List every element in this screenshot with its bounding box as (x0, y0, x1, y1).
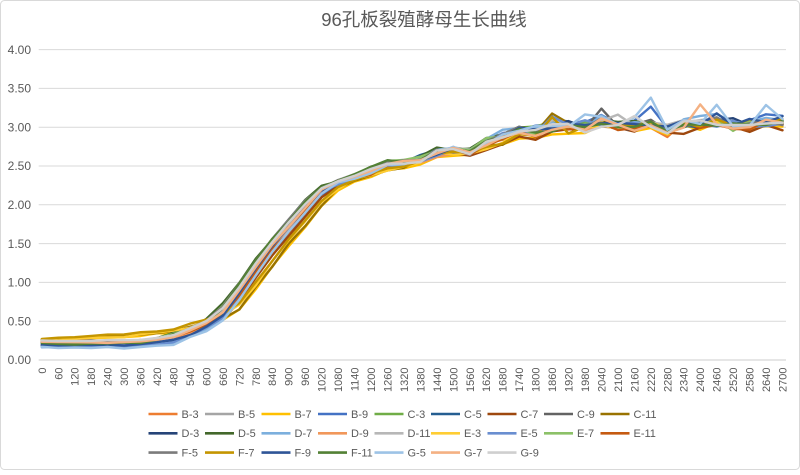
svg-text:C-7: C-7 (521, 409, 539, 421)
svg-text:D-7: D-7 (295, 428, 313, 440)
svg-text:E-7: E-7 (577, 428, 594, 440)
svg-text:2400: 2400 (695, 368, 707, 392)
svg-text:1080: 1080 (333, 368, 345, 392)
svg-text:1860: 1860 (547, 368, 559, 392)
svg-text:420: 420 (152, 368, 164, 386)
svg-text:2220: 2220 (646, 368, 658, 392)
svg-text:G-5: G-5 (408, 448, 426, 460)
svg-text:B-3: B-3 (182, 409, 199, 421)
svg-text:C-9: C-9 (577, 409, 595, 421)
svg-text:F-5: F-5 (182, 448, 199, 460)
svg-text:780: 780 (251, 368, 263, 386)
svg-text:1920: 1920 (564, 368, 576, 392)
svg-text:1800: 1800 (531, 368, 543, 392)
svg-text:840: 840 (267, 368, 279, 386)
svg-text:180: 180 (86, 368, 98, 386)
svg-text:2160: 2160 (629, 368, 641, 392)
svg-text:C-11: C-11 (634, 409, 657, 421)
svg-text:E-11: E-11 (634, 428, 656, 440)
svg-text:300: 300 (119, 368, 131, 386)
svg-text:2640: 2640 (761, 368, 773, 392)
svg-text:720: 720 (234, 368, 246, 386)
svg-text:1320: 1320 (399, 368, 411, 392)
svg-text:G-9: G-9 (521, 448, 539, 460)
svg-text:1140: 1140 (350, 368, 362, 392)
svg-text:F-7: F-7 (238, 448, 255, 460)
svg-text:1680: 1680 (498, 368, 510, 392)
svg-text:2280: 2280 (662, 368, 674, 392)
svg-text:60: 60 (53, 368, 65, 380)
svg-text:240: 240 (103, 368, 115, 386)
svg-text:120: 120 (70, 368, 82, 386)
svg-text:360: 360 (136, 368, 148, 386)
svg-text:960: 960 (300, 368, 312, 386)
svg-text:1620: 1620 (481, 368, 493, 392)
svg-text:1740: 1740 (514, 368, 526, 392)
svg-text:E-3: E-3 (464, 428, 481, 440)
svg-text:D-9: D-9 (351, 428, 369, 440)
svg-text:4.00: 4.00 (8, 43, 32, 57)
svg-text:1200: 1200 (366, 368, 378, 392)
svg-text:1020: 1020 (317, 368, 329, 392)
svg-text:96孔板裂殖酵母生长曲线: 96孔板裂殖酵母生长曲线 (321, 9, 527, 30)
svg-text:2.00: 2.00 (8, 198, 32, 212)
svg-text:0.00: 0.00 (8, 353, 32, 367)
svg-text:480: 480 (169, 368, 181, 386)
svg-text:1.00: 1.00 (8, 276, 32, 290)
svg-text:2700: 2700 (778, 368, 790, 392)
svg-text:E-5: E-5 (521, 428, 538, 440)
svg-text:B-9: B-9 (351, 409, 368, 421)
svg-text:D-11: D-11 (408, 428, 431, 440)
svg-text:900: 900 (284, 368, 296, 386)
svg-text:1.50: 1.50 (8, 237, 32, 251)
svg-text:B-5: B-5 (238, 409, 255, 421)
svg-text:1500: 1500 (448, 368, 460, 392)
svg-text:0.50: 0.50 (8, 314, 32, 328)
svg-text:3.50: 3.50 (8, 82, 32, 96)
svg-text:540: 540 (185, 368, 197, 386)
svg-text:2460: 2460 (712, 368, 724, 392)
svg-text:G-7: G-7 (464, 448, 482, 460)
svg-text:600: 600 (201, 368, 213, 386)
svg-text:660: 660 (218, 368, 230, 386)
svg-text:2580: 2580 (745, 368, 757, 392)
svg-text:C-3: C-3 (408, 409, 426, 421)
svg-text:2520: 2520 (728, 368, 740, 392)
svg-text:1440: 1440 (432, 368, 444, 392)
svg-text:D-5: D-5 (238, 428, 256, 440)
svg-text:1560: 1560 (465, 368, 477, 392)
svg-text:2.50: 2.50 (8, 159, 32, 173)
svg-text:3.00: 3.00 (8, 120, 32, 134)
svg-text:D-3: D-3 (182, 428, 200, 440)
svg-text:1980: 1980 (580, 368, 592, 392)
svg-text:2340: 2340 (679, 368, 691, 392)
svg-text:C-5: C-5 (464, 409, 482, 421)
svg-text:2100: 2100 (613, 368, 625, 392)
svg-text:1260: 1260 (383, 368, 395, 392)
svg-text:F-11: F-11 (351, 448, 373, 460)
svg-text:2040: 2040 (596, 368, 608, 392)
svg-text:1380: 1380 (415, 368, 427, 392)
svg-text:B-7: B-7 (295, 409, 312, 421)
svg-text:0: 0 (37, 368, 49, 374)
svg-text:F-9: F-9 (295, 448, 312, 460)
